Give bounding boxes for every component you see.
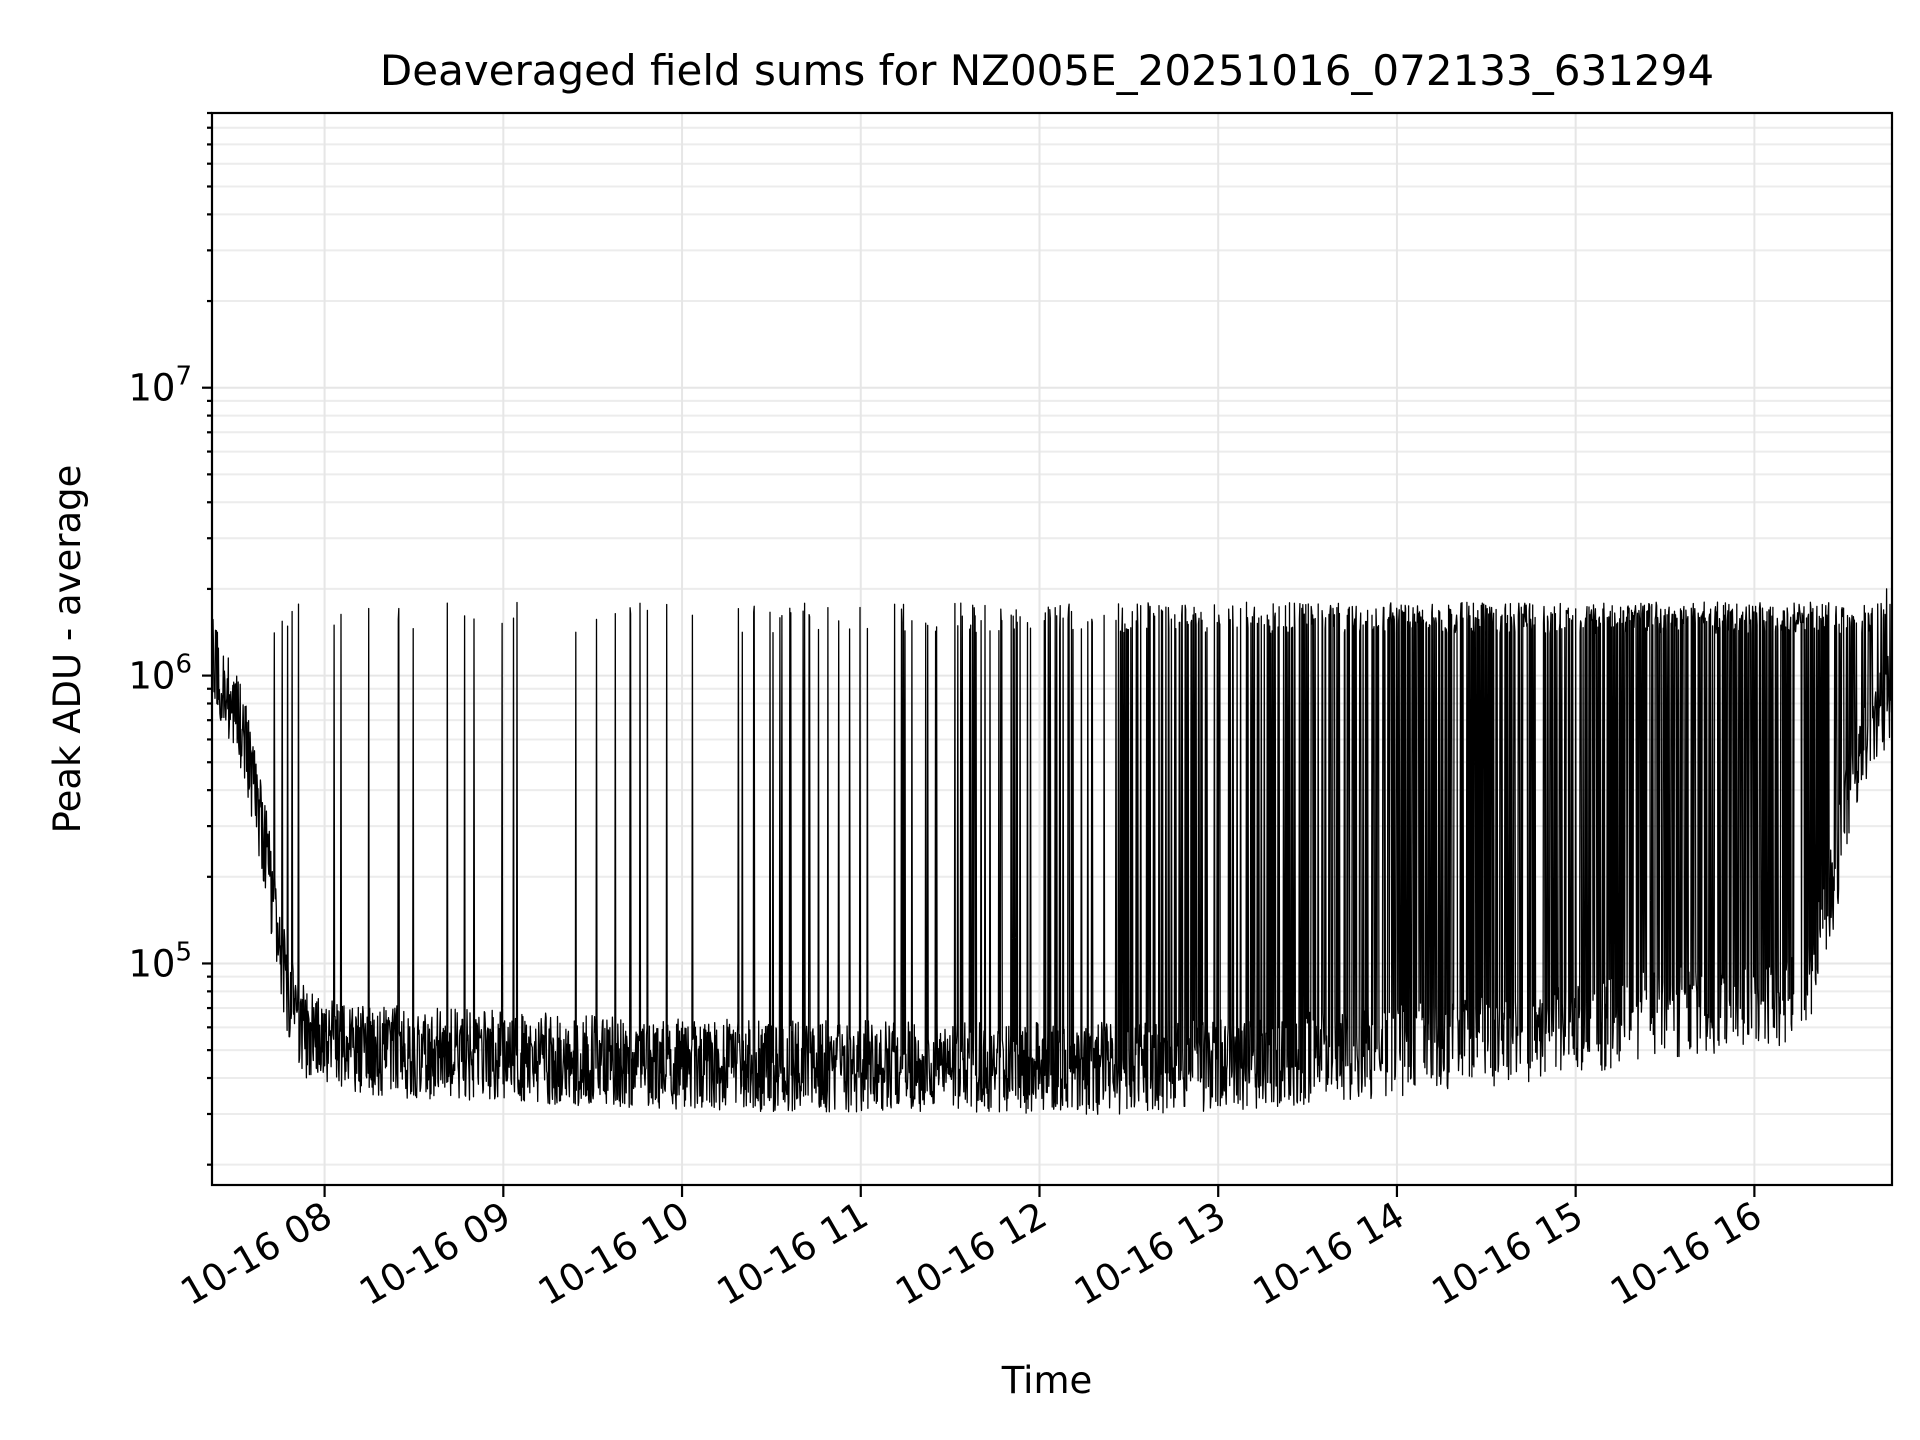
- x-axis: 10-16 08 10-16 09 10-16 10 10-16 11 10-16 12…: [174, 1185, 1769, 1314]
- x-tick-label: 10-16 16: [1603, 1194, 1769, 1314]
- y-tick-label: 106: [128, 650, 192, 698]
- y-tick-label: 107: [128, 362, 192, 410]
- y-tick-label: 105: [128, 937, 192, 985]
- x-tick-label: 10-16 11: [710, 1194, 876, 1314]
- x-tick-label: 10-16 13: [1067, 1194, 1233, 1314]
- x-tick-label: 10-16 10: [531, 1194, 697, 1314]
- chart-title: Deaveraged field sums for NZ005E_2025101…: [380, 46, 1714, 95]
- y-axis: 105 106 107: [128, 111, 212, 1166]
- x-tick-label: 10-16 09: [352, 1194, 518, 1314]
- x-tick-label: 10-16 14: [1246, 1194, 1412, 1314]
- x-tick-label: 10-16 08: [174, 1194, 340, 1314]
- plot-frame: [210, 111, 1894, 1187]
- series-line: [211, 588, 1893, 1115]
- x-tick-label: 10-16 12: [888, 1194, 1054, 1314]
- x-axis-label: Time: [1001, 1359, 1093, 1402]
- y-axis-label: Peak ADU - average: [46, 465, 89, 834]
- x-tick-label: 10-16 15: [1425, 1194, 1591, 1314]
